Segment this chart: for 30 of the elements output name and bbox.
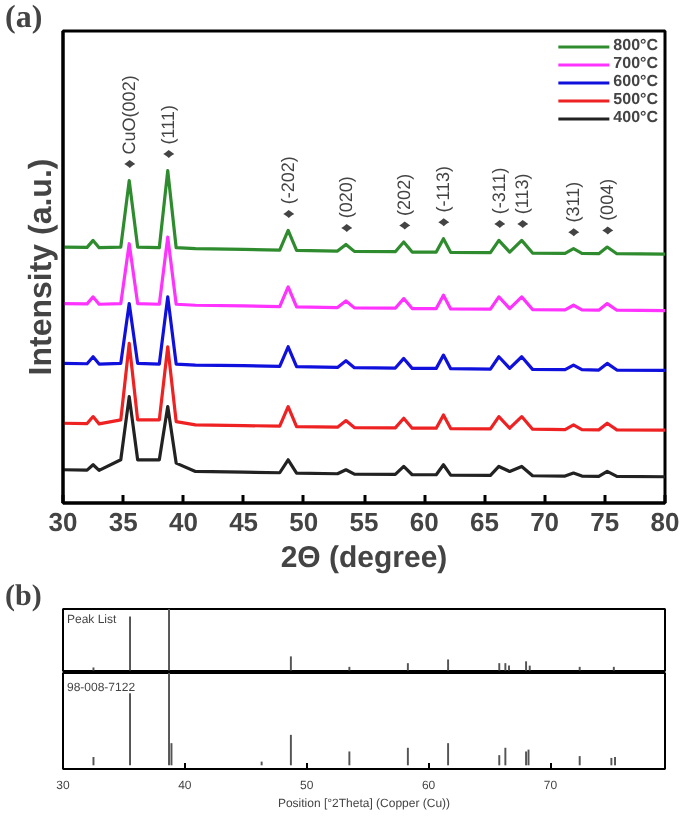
legend-label: 800°C <box>613 36 658 54</box>
annotation: ♦ CuO(002) <box>119 75 140 169</box>
legend-label: 700°C <box>613 54 658 72</box>
x-tick-label: 60 <box>409 507 439 537</box>
annotation: ♦ (-113) <box>433 165 454 227</box>
legend-label: 400°C <box>613 108 658 126</box>
x-tick-label: 65 <box>469 507 499 537</box>
x-axis-title: 2Θ (degree) <box>280 541 448 575</box>
x-tick-label: 50 <box>289 507 319 537</box>
annotation: ♦ (111) <box>157 105 178 159</box>
x-tick-label: 40 <box>168 507 198 537</box>
x-tick-label: 35 <box>108 507 138 537</box>
x-tick-label: 55 <box>349 507 379 537</box>
annotation: ♦ (020) <box>335 176 356 233</box>
x-tick-label: 80 <box>650 507 680 537</box>
annotation: ♦ (113) <box>511 173 532 229</box>
x-tick-label: 45 <box>229 507 259 537</box>
legend-label: 600°C <box>613 72 658 90</box>
x-tick-label: 30 <box>48 507 78 537</box>
annotation: ♦ (-311) <box>488 167 509 229</box>
x-tick-label: 70 <box>530 507 560 537</box>
annotation: ♦ (-202) <box>278 156 299 219</box>
annotation: ♦ (202) <box>393 173 414 231</box>
legend-label: 500°C <box>613 90 658 108</box>
x-tick-label: 75 <box>590 507 620 537</box>
annotation: ♦ (311) <box>563 181 584 237</box>
chart-title: (a) <box>5 1 43 35</box>
y-axis-title: Intensity (a.u.) <box>25 158 59 376</box>
chart-title: (b) <box>5 581 42 613</box>
annotation: ♦ (004) <box>597 178 618 236</box>
